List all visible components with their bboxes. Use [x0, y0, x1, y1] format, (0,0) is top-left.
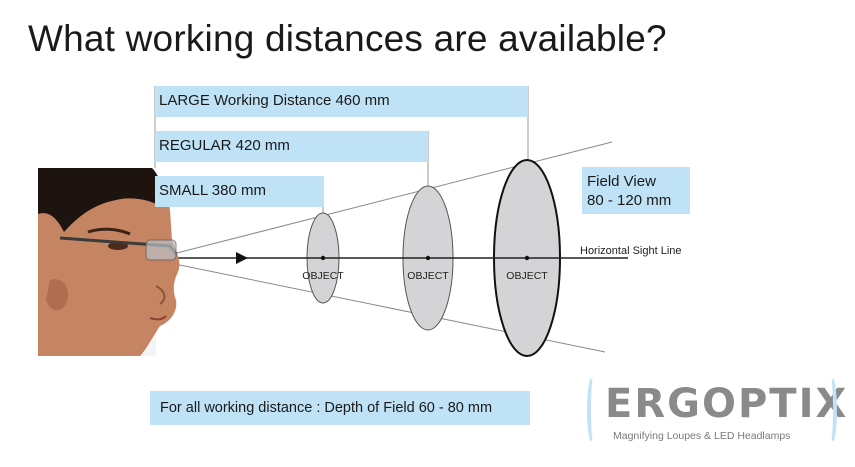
logo-left-bracket — [587, 375, 599, 445]
sight-arrow-icon — [236, 252, 248, 264]
large-object-dot — [524, 255, 530, 261]
face-profile-illustration — [38, 168, 180, 356]
large-distance-label: LARGE Working Distance 460 mm — [155, 86, 528, 117]
sight-line-label: Horizontal Sight Line — [580, 245, 682, 257]
field-view-title: Field View — [587, 173, 656, 190]
page-title: What working distances are available? — [28, 18, 667, 59]
logo-tagline: Magnifying Loupes & LED Headlamps — [613, 430, 791, 442]
object-label-regular: OBJECT — [407, 270, 449, 282]
small-object-dot — [320, 255, 326, 261]
regular-object-dot — [425, 255, 431, 261]
field-view-range: 80 - 120 mm — [587, 192, 672, 209]
cone-upper-line — [164, 141, 613, 257]
field-view-label: Field View 80 - 120 mm — [582, 167, 690, 214]
logo-name: ERGOPTIX — [605, 381, 849, 427]
regular-distance-label: REGULAR 420 mm — [155, 131, 428, 162]
small-distance-label: SMALL 380 mm — [155, 176, 324, 207]
logo-right-bracket — [825, 375, 837, 445]
depth-of-field-label: For all working distance : Depth of Fiel… — [150, 391, 530, 425]
object-label-small: OBJECT — [302, 270, 344, 282]
ergoptix-logo: ERGOPTIX Magnifying Loupes & LED Headlam… — [585, 375, 846, 447]
object-label-large: OBJECT — [506, 270, 548, 282]
